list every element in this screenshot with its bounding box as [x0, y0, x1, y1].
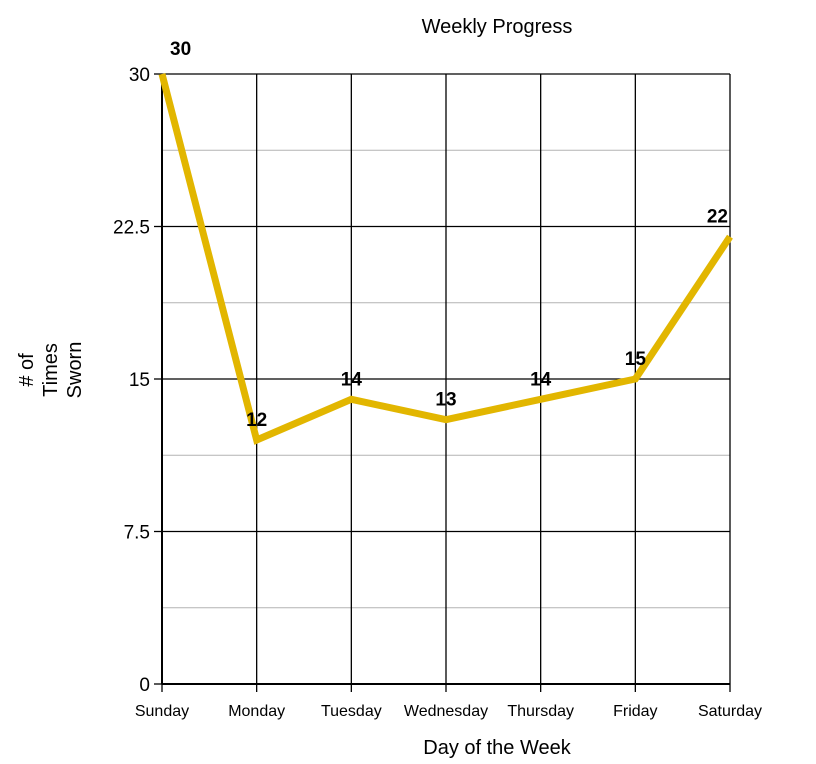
- y-tick-label: 22.5: [113, 218, 150, 239]
- x-axis-title: Day of the Week: [423, 737, 571, 759]
- data-label: 14: [341, 369, 363, 390]
- y-axis-title: # of Times Sworn: [16, 342, 86, 399]
- y-tick-label: 30: [129, 65, 150, 86]
- data-label: 22: [707, 207, 728, 228]
- data-labels: 30 12 14 13 14 15 22: [170, 39, 728, 431]
- x-tick-label: Tuesday: [321, 703, 382, 720]
- data-label: 15: [625, 349, 647, 370]
- x-tick-label: Friday: [613, 703, 657, 720]
- data-label: 14: [530, 369, 552, 390]
- y-axis-title-line-2: Times: [40, 343, 62, 397]
- axes: 0 7.5 15 22.5 30 Sunday Monday Tuesday Wednesday…: [113, 65, 762, 720]
- y-tick-label: 7.5: [124, 523, 150, 544]
- y-tick-label: 0: [139, 675, 150, 696]
- grid: [161, 73, 731, 685]
- x-tick-label: Saturday: [698, 703, 762, 720]
- data-label: 13: [435, 390, 456, 411]
- x-tick-label: Monday: [228, 703, 285, 720]
- y-axis-title-line-1: # of: [16, 353, 38, 387]
- data-label: 12: [246, 410, 267, 431]
- x-tick-label: Sunday: [135, 703, 189, 720]
- series-layer: [158, 73, 733, 445]
- x-tick-label: Thursday: [507, 703, 574, 720]
- y-tick-label: 15: [129, 370, 150, 391]
- chart-title: Weekly Progress: [422, 16, 573, 38]
- y-axis-title-line-3: Sworn: [64, 342, 86, 399]
- x-tick-label: Wednesday: [404, 703, 488, 720]
- data-label: 30: [170, 39, 191, 60]
